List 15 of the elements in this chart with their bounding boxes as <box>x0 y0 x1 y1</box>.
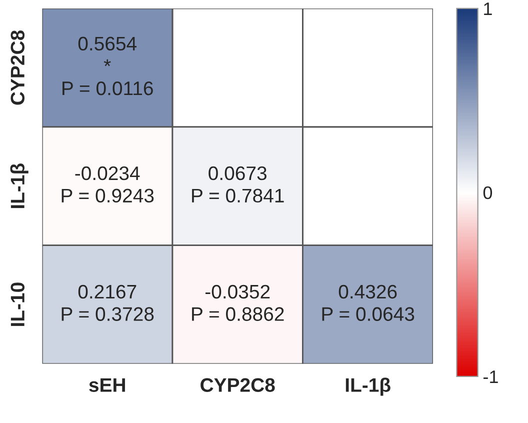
data-label: -0.0234 P = 0.9243 <box>62 166 154 203</box>
y-tick-label: IL-1β <box>10 164 28 208</box>
x-tick-label: sEH <box>89 378 125 392</box>
data-label: 0.2167 P = 0.3728 <box>62 284 154 321</box>
y-tick-label: CYP2C8 <box>10 30 25 105</box>
data-label: 0.0673 P = 0.7841 <box>192 166 284 203</box>
color-bar-label: 1 <box>484 2 492 15</box>
color-bar-label: 0 <box>483 186 492 200</box>
data-label: -0.0352 P = 0.8862 <box>192 284 284 321</box>
data-label: 0.5654 * P = 0.0116 <box>62 36 153 96</box>
data-label: 0.4326 P = 0.0643 <box>322 284 414 321</box>
y-tick-label: IL-10 <box>10 282 25 326</box>
color-bar-label: -1 <box>484 370 498 384</box>
x-tick-label: CYP2C8 <box>200 378 275 392</box>
x-tick-label: IL-1β <box>346 378 390 396</box>
